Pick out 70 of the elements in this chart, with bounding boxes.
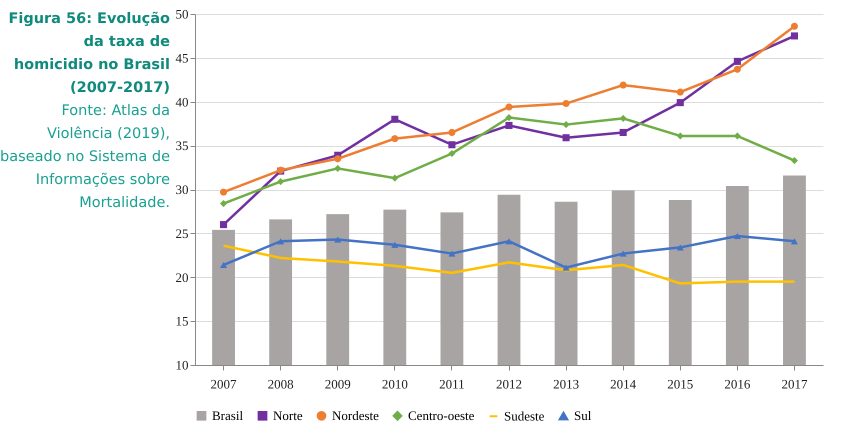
point (790, 32, 798, 40)
point (562, 134, 570, 142)
point (505, 238, 513, 244)
point (448, 250, 456, 257)
point (220, 221, 228, 228)
y-tick-label: 45 (176, 50, 188, 66)
y-tick-label: 10 (176, 358, 188, 372)
point (277, 178, 284, 186)
legend-label: Nordeste (332, 408, 380, 423)
y-tick-label: 40 (176, 94, 188, 110)
y-tick-label: 20 (176, 270, 188, 285)
text: Figura 56: Evolução da taxa de homicidio no Brasil (2007-2017) (7, 10, 170, 98)
y-tick-label: 25 (176, 226, 188, 241)
point (334, 164, 342, 172)
source-note: Fonte: Atlas da Violência (2019), baseado no Sistema de Informações sobre Mortalidade. (0, 102, 170, 213)
x-tick-label: 2016 (724, 376, 751, 392)
x-tick-label: 2008 (268, 376, 294, 392)
point (620, 128, 627, 136)
point (334, 236, 342, 243)
point (790, 157, 798, 164)
point (676, 132, 684, 140)
point (277, 238, 284, 244)
point (734, 232, 741, 240)
point (448, 128, 456, 136)
x-tick-label: 2015 (667, 376, 694, 392)
y-tick-label: 15 (176, 314, 188, 329)
point (505, 103, 513, 111)
x-tick-label: 2012 (496, 376, 522, 392)
legend-label: Brasil (212, 408, 244, 423)
point (448, 150, 456, 158)
legend-label: Centro-oeste (408, 408, 475, 423)
point (620, 250, 627, 257)
point (620, 114, 627, 122)
point (220, 262, 228, 268)
point (620, 82, 627, 89)
point (676, 244, 684, 250)
point (391, 116, 398, 123)
y-tick-label: 35 (176, 138, 188, 154)
point (334, 155, 342, 162)
point (734, 66, 741, 73)
point (790, 238, 798, 244)
point (391, 174, 398, 182)
line-series (222, 244, 796, 285)
y-tick-label: 50 (176, 6, 188, 22)
point (505, 114, 513, 122)
x-tick-label: 2017 (781, 376, 808, 392)
x-tick-label: 2010 (382, 376, 408, 392)
x-tick-label: 2014 (610, 376, 637, 392)
point (676, 88, 684, 96)
point (562, 100, 570, 108)
point (220, 200, 228, 208)
point (562, 121, 570, 128)
point (391, 135, 398, 142)
y-tick-label: 30 (176, 182, 188, 197)
point (220, 188, 228, 196)
x-tick-label: 2011 (439, 376, 465, 392)
x-tick-label: 2007 (210, 376, 238, 392)
point (505, 122, 513, 129)
point (734, 58, 741, 65)
x-tick-label: 2013 (553, 376, 580, 392)
point (562, 264, 570, 271)
legend-label: Norte (273, 408, 303, 423)
point (448, 141, 456, 148)
x-tick-label: 2009 (324, 376, 351, 392)
point (734, 132, 741, 140)
point (676, 99, 684, 106)
point (391, 242, 398, 248)
point (790, 22, 798, 30)
legend-label: Sudeste (504, 408, 545, 424)
legend-label: Sul (574, 408, 592, 424)
